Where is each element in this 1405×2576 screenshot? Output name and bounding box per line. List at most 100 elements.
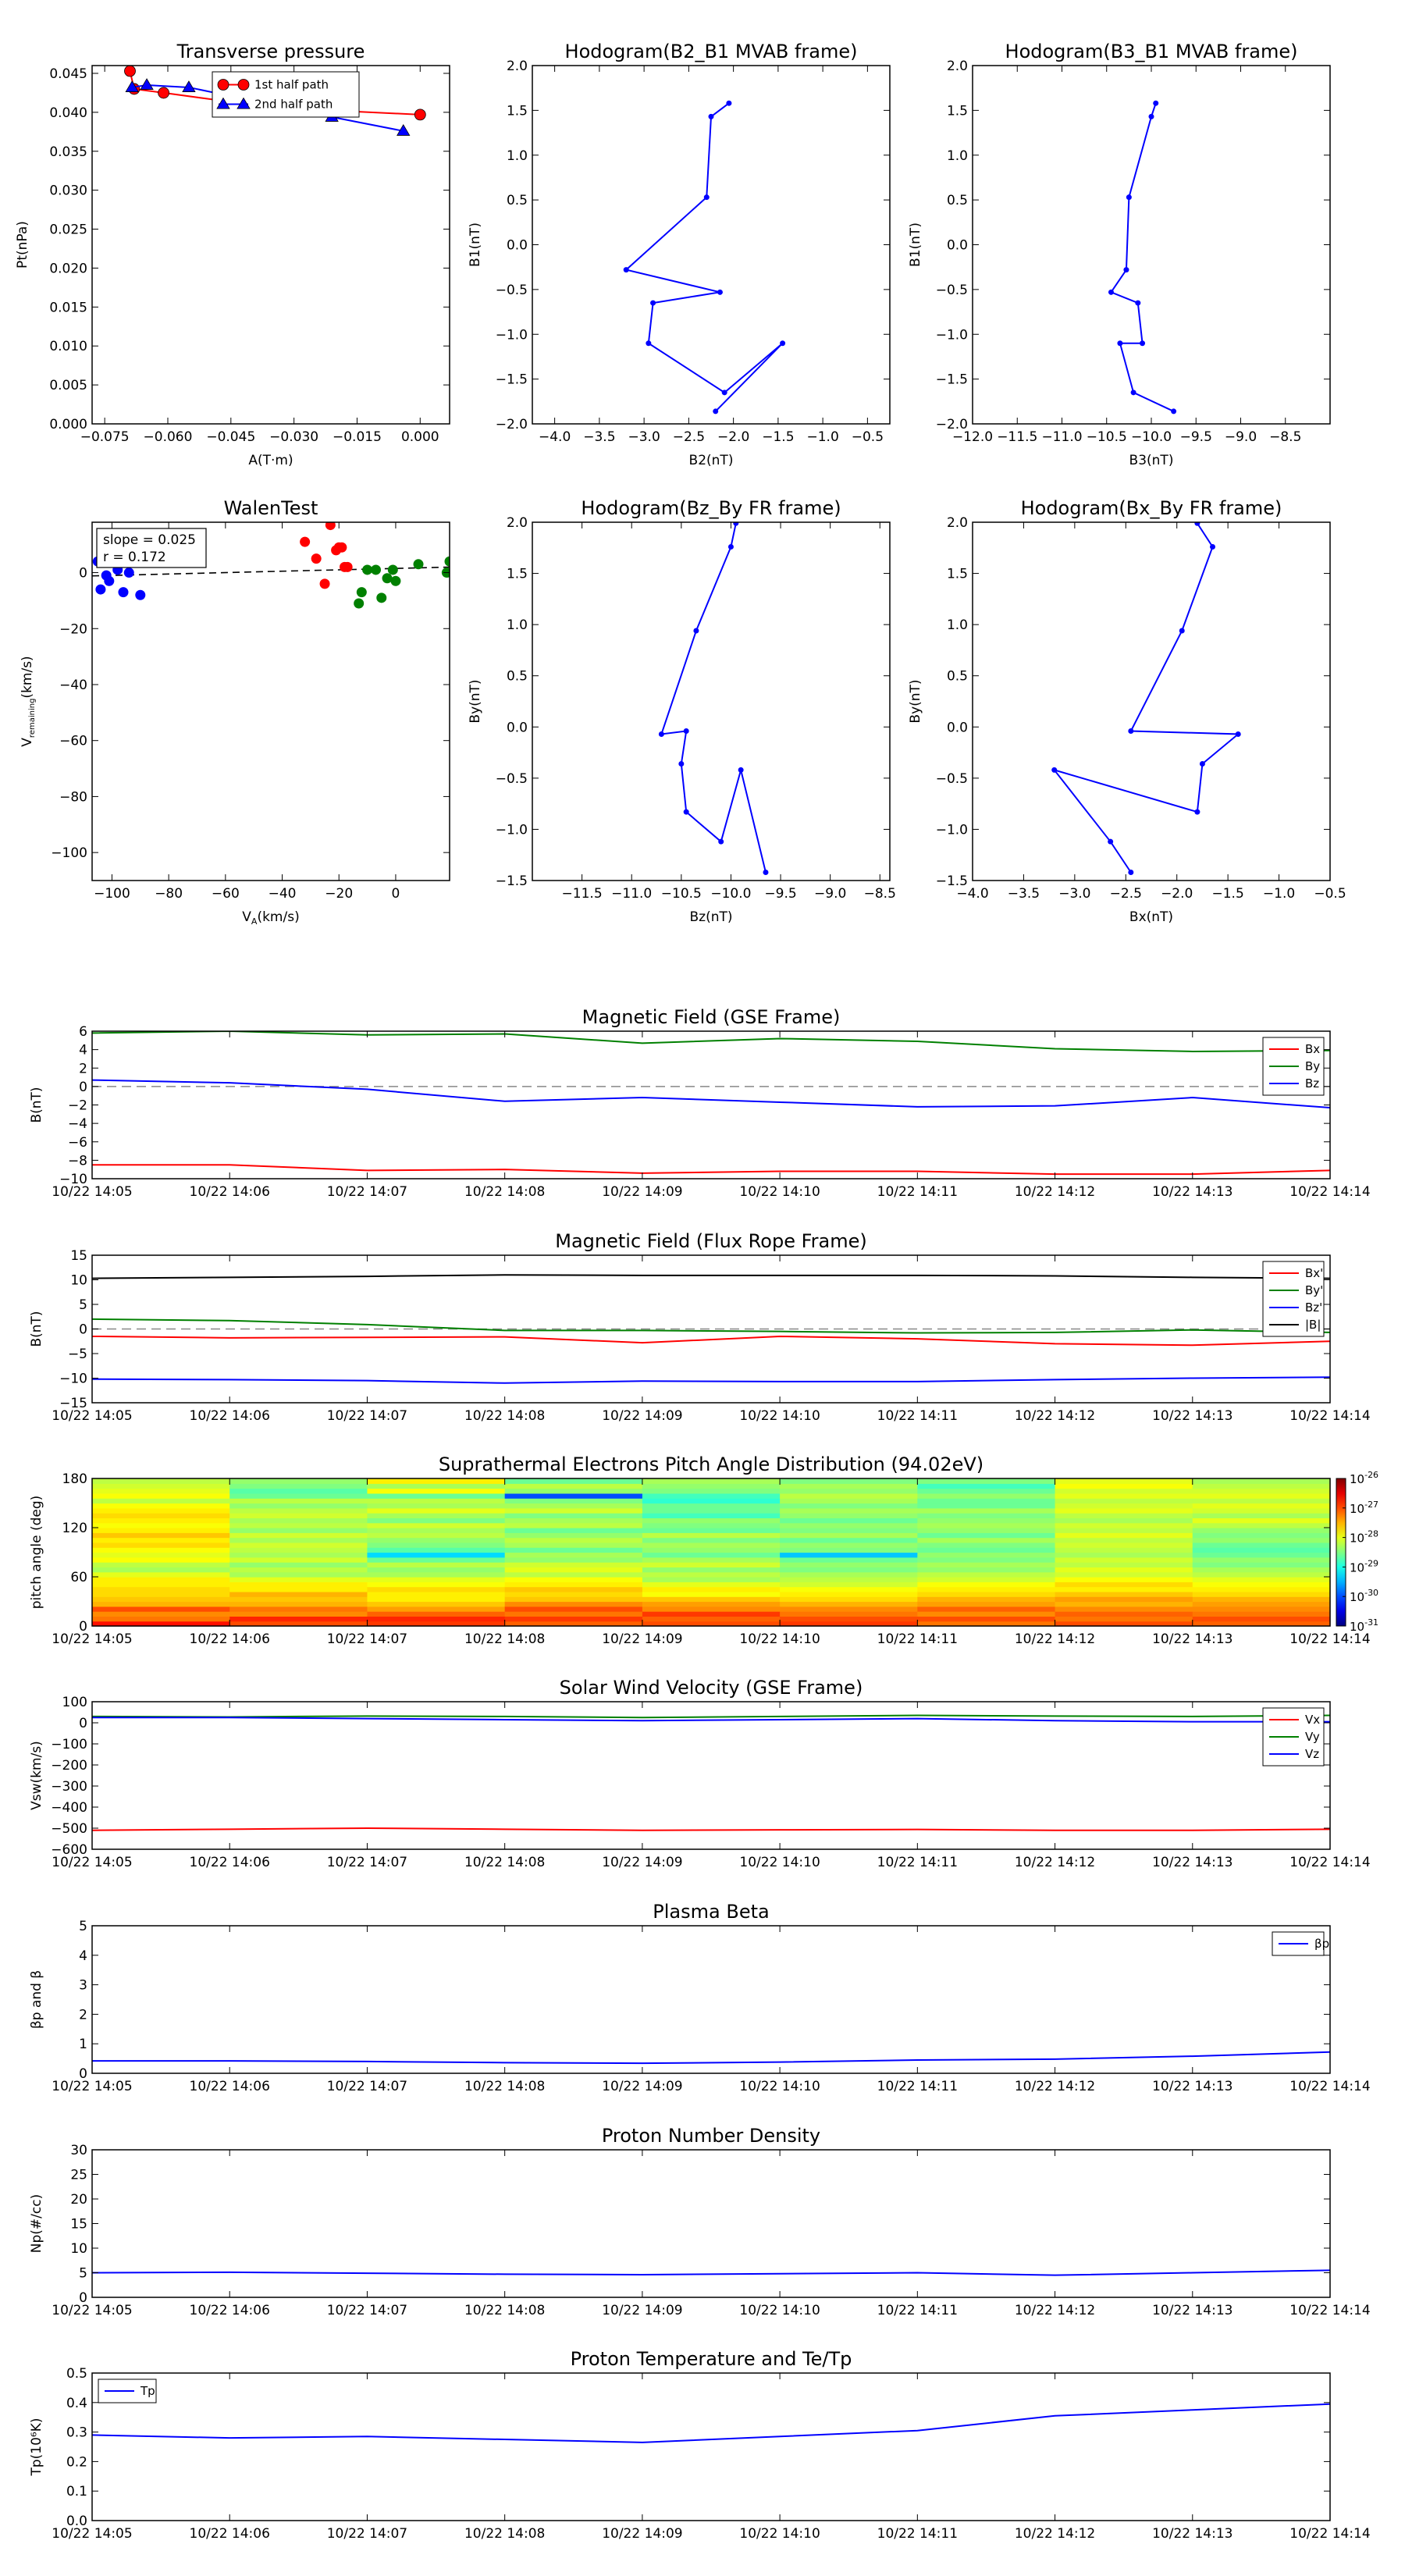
heatmap-cell xyxy=(504,1601,643,1607)
x-tick-label: 10/22 14:05 xyxy=(52,2079,132,2094)
x-tick-label: 10/22 14:09 xyxy=(602,1631,682,1647)
data-point xyxy=(733,522,739,526)
y-tick-label: 0.045 xyxy=(49,66,87,82)
bfr-chart: Magnetic Field (Flux Rope Frame) −15 −10 −5… xyxy=(29,1230,1371,1424)
heatmap-cell xyxy=(367,1488,506,1494)
y-tick-label: 15 xyxy=(70,2217,87,2233)
heatmap-cell xyxy=(367,1493,506,1499)
y-tick-label: 0.020 xyxy=(49,261,87,276)
data-point xyxy=(708,113,714,119)
heatmap-cell xyxy=(1192,1522,1331,1528)
data-point xyxy=(713,408,719,415)
heatmap-cell xyxy=(1055,1498,1193,1504)
heatmap-cell xyxy=(92,1586,230,1592)
x-tick-label: 10/22 14:12 xyxy=(1015,2526,1095,2542)
heatmap-cell xyxy=(780,1606,918,1612)
bgse-chart: Magnetic Field (GSE Frame) −10 −8 −6 −4 −2 0 2 4… xyxy=(29,1006,1371,1200)
heatmap-cell xyxy=(780,1591,918,1597)
heatmap-cell xyxy=(229,1547,368,1553)
chart-title: Hodogram(B3_B1 MVAB frame) xyxy=(1005,41,1298,62)
y-axis-label: B1(nT) xyxy=(468,222,483,267)
heatmap-cell xyxy=(642,1611,781,1617)
x-tick-label: 10/22 14:11 xyxy=(877,1631,958,1647)
data-point xyxy=(780,340,786,347)
plot-frame xyxy=(972,521,1331,881)
heatmap-cell xyxy=(917,1611,1056,1617)
heatmap-cell xyxy=(642,1582,781,1588)
x-tick-label: −10.5 xyxy=(661,886,702,902)
y-tick-label: −100 xyxy=(51,845,87,861)
heatmap-cell xyxy=(92,1616,230,1622)
y-tick-label: 1.0 xyxy=(947,617,968,633)
legend-marker xyxy=(217,79,229,91)
y-tick-label: −2.0 xyxy=(496,417,528,432)
x-tick-label: 10/22 14:12 xyxy=(1015,1408,1095,1424)
chart-title: Hodogram(Bx_By FR frame) xyxy=(1021,497,1282,519)
x-tick-label: −3.5 xyxy=(1008,886,1040,902)
series-line xyxy=(92,1274,1330,1279)
heatmap-cell xyxy=(917,1557,1056,1563)
data-point xyxy=(727,543,734,550)
heatmap-cell xyxy=(1055,1522,1193,1528)
heatmap-cell xyxy=(917,1507,1056,1514)
chart-title: Proton Number Density xyxy=(602,2125,820,2147)
x-tick-label: 10/22 14:06 xyxy=(190,2079,270,2094)
x-tick-label: 10/22 14:08 xyxy=(464,1184,545,1200)
plot-frame xyxy=(91,1701,1331,1850)
x-tick-label: 10/22 14:13 xyxy=(1152,1631,1232,1647)
heatmap-cell xyxy=(1055,1513,1193,1518)
heatmap-cell xyxy=(1192,1557,1331,1563)
heatmap-cell xyxy=(1055,1532,1193,1539)
y-tick-label: 1.5 xyxy=(947,567,968,582)
heatmap-cell xyxy=(367,1528,506,1533)
heatmap-cell xyxy=(780,1522,918,1528)
plot-frame xyxy=(532,521,891,881)
plot-area xyxy=(658,522,769,876)
heatmap-cell xyxy=(780,1542,918,1548)
y-tick-label: 15 xyxy=(70,1248,87,1264)
y-tick-label: −1.0 xyxy=(936,327,968,343)
data-point xyxy=(703,194,710,201)
y-tick-label: 0.1 xyxy=(66,2484,87,2500)
data-point xyxy=(414,109,426,121)
heatmap-cell xyxy=(229,1552,368,1558)
data-point xyxy=(658,731,664,737)
y-tick-label: −300 xyxy=(51,1779,87,1795)
x-tick-label: −0.015 xyxy=(333,429,382,445)
heatmap-cell xyxy=(504,1517,643,1524)
plot-frame xyxy=(91,2372,1331,2521)
data-point xyxy=(140,78,154,90)
y-tick-label: 3 xyxy=(79,1978,87,1994)
heatmap-cell xyxy=(92,1542,230,1548)
y-tick-label: −0.5 xyxy=(936,283,968,298)
x-axis-label: B2(nT) xyxy=(689,453,734,468)
data-point xyxy=(1128,870,1134,876)
x-tick-label: −1.5 xyxy=(1212,886,1244,902)
heatmap-cell xyxy=(92,1537,230,1543)
y-tick-label: −40 xyxy=(59,678,87,693)
plot-area xyxy=(92,1274,1330,1384)
x-tick-label: −11.5 xyxy=(997,429,1037,445)
heatmap-cell xyxy=(367,1483,506,1489)
data-point xyxy=(1153,100,1159,106)
x-tick-label: 10/22 14:14 xyxy=(1289,2303,1370,2318)
y-tick-label: 120 xyxy=(62,1521,87,1536)
heatmap-cell xyxy=(917,1552,1056,1558)
heatmap-cell xyxy=(780,1503,918,1509)
x-axis-label: Bx(nT) xyxy=(1129,909,1173,925)
y-tick-label: −1.5 xyxy=(936,873,968,889)
x-tick-label: −1.0 xyxy=(1263,886,1295,902)
series-line xyxy=(92,1031,1330,1052)
x-tick-label: −0.045 xyxy=(206,429,255,445)
x-tick-label: 10/22 14:13 xyxy=(1152,2303,1232,2318)
x-tick-label: −2.0 xyxy=(1161,886,1193,902)
y-tick-label: −500 xyxy=(51,1821,87,1837)
data-point xyxy=(721,390,727,396)
x-tick-label: 10/22 14:09 xyxy=(602,2079,682,2094)
x-tick-label: 10/22 14:08 xyxy=(464,2303,545,2318)
heatmap-cell xyxy=(229,1616,368,1622)
heatmap-cell xyxy=(92,1591,230,1597)
heatmap-cell xyxy=(1192,1621,1331,1627)
y-tick-label: 0.3 xyxy=(66,2425,87,2441)
data-point xyxy=(1171,408,1177,415)
